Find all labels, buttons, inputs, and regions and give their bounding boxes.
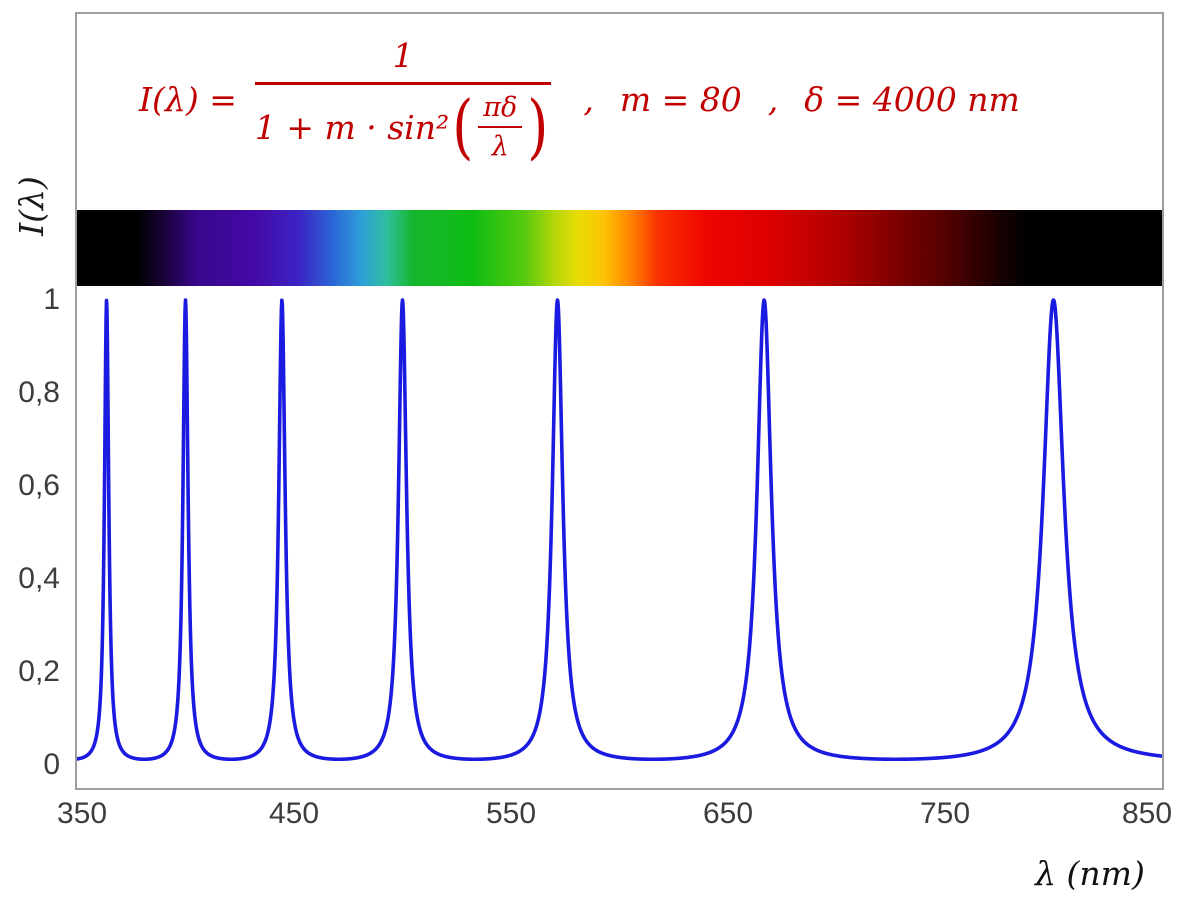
- fraction-numerator: 1: [254, 36, 552, 85]
- formula-separator-comma: ,: [583, 79, 594, 119]
- x-tick-label: 350: [56, 797, 108, 830]
- x-tick-label: 650: [702, 797, 754, 830]
- inner-fraction-denominator: λ: [491, 131, 509, 162]
- y-tick-label: 1: [43, 283, 60, 316]
- y-axis-title: I(λ): [12, 176, 51, 236]
- y-tick-label: 0,2: [18, 655, 60, 688]
- formula-lhs: I(λ) =: [139, 79, 237, 119]
- inner-fraction: πδ λ: [478, 92, 523, 162]
- formula-annotation: I(λ) = 1 1 + m · sin² ( πδ λ ) , m = 80 …: [133, 24, 1026, 174]
- x-tick-label: 450: [268, 797, 320, 830]
- open-paren-icon: (: [452, 85, 474, 168]
- parameter-m: m = 80: [619, 79, 742, 119]
- formula-fraction: 1 1 + m · sin² ( πδ λ ): [254, 36, 552, 162]
- x-tick-label: 550: [485, 797, 537, 830]
- inner-fraction-numerator: πδ: [478, 92, 523, 128]
- close-paren-icon: ): [527, 85, 549, 168]
- y-tick-label: 0,6: [18, 469, 60, 502]
- y-tick-label: 0,8: [18, 376, 60, 409]
- curve-plot: [77, 298, 1162, 762]
- formula-separator-comma: ,: [767, 79, 779, 119]
- x-axis-title: λ (nm): [1035, 854, 1145, 893]
- x-tick-label: 750: [919, 797, 971, 830]
- x-tick-label: 850: [1121, 797, 1173, 830]
- y-tick-label: 0: [43, 748, 60, 781]
- plot-frame: I(λ) = 1 1 + m · sin² ( πδ λ ) , m = 80 …: [75, 12, 1164, 790]
- parameter-delta: δ = 4000 nm: [804, 79, 1020, 119]
- visible-spectrum-bar: [77, 210, 1162, 286]
- y-tick-label: 0,4: [18, 562, 60, 595]
- denominator-prefix: 1 + m · sin²: [254, 107, 450, 147]
- fraction-denominator: 1 + m · sin² ( πδ λ ): [255, 85, 552, 162]
- intensity-curve: [77, 298, 1162, 762]
